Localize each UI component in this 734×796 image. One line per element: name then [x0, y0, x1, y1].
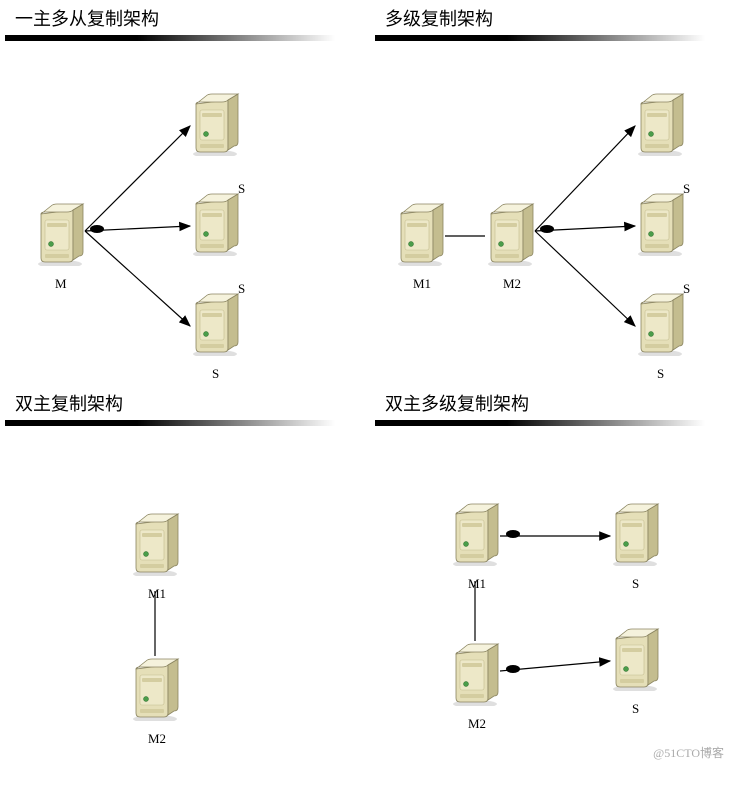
server-icon: [610, 621, 660, 691]
server-icon: [450, 636, 500, 706]
server-label: M1: [148, 586, 166, 602]
server-icon: [190, 186, 240, 256]
diagram-area: M S S S: [5, 41, 355, 381]
edge: [85, 226, 190, 231]
edges-svg: [5, 426, 365, 796]
server-icon: [190, 286, 240, 356]
server-label: M2: [503, 276, 521, 292]
hub-dot: [506, 665, 520, 673]
watermark: @51CTO博客: [653, 744, 724, 761]
hub-dot: [90, 225, 104, 233]
quadrant-q1: 一主多从复制架构 M S S S: [5, 5, 365, 381]
section-title: 一主多从复制架构: [5, 5, 365, 31]
edge: [85, 126, 190, 231]
quadrant-q2: 多级复制架构 M1 M2 S S S: [375, 5, 734, 381]
hub-dot: [506, 530, 520, 538]
hub-dot: [540, 225, 554, 233]
server-label: M2: [468, 716, 486, 732]
server-label: S: [212, 366, 219, 382]
server-icon: [190, 86, 240, 156]
server-icon: [130, 651, 180, 721]
quadrant-q3: 双主复制架构 M1 M2: [5, 390, 365, 766]
server-label: M1: [413, 276, 431, 292]
section-title: 双主复制架构: [5, 390, 365, 416]
edge: [535, 231, 635, 326]
section-title: 多级复制架构: [375, 5, 734, 31]
edge: [535, 126, 635, 231]
server-icon: [130, 506, 180, 576]
server-icon: [635, 86, 685, 156]
server-icon: [395, 196, 445, 266]
edge: [85, 231, 190, 326]
diagram-area: M1 M2 S S S: [375, 41, 725, 381]
server-icon: [635, 186, 685, 256]
server-icon: [485, 196, 535, 266]
diagram-area: M1 M2 S S: [375, 426, 725, 766]
server-label: S: [238, 181, 245, 197]
server-label: S: [683, 281, 690, 297]
server-icon: [35, 196, 85, 266]
diagram-area: M1 M2: [5, 426, 355, 766]
server-label: S: [632, 701, 639, 717]
section-title: 双主多级复制架构: [375, 390, 734, 416]
edge: [500, 661, 610, 671]
server-label: M2: [148, 731, 166, 747]
server-label: S: [683, 181, 690, 197]
edge: [535, 226, 635, 231]
server-icon: [610, 496, 660, 566]
quadrant-q4: 双主多级复制架构 M1 M2 S S: [375, 390, 734, 766]
server-label: M: [55, 276, 67, 292]
server-label: S: [632, 576, 639, 592]
server-icon: [450, 496, 500, 566]
server-icon: [635, 286, 685, 356]
server-label: S: [238, 281, 245, 297]
edges-svg: [375, 426, 734, 796]
server-label: M1: [468, 576, 486, 592]
server-label: S: [657, 366, 664, 382]
